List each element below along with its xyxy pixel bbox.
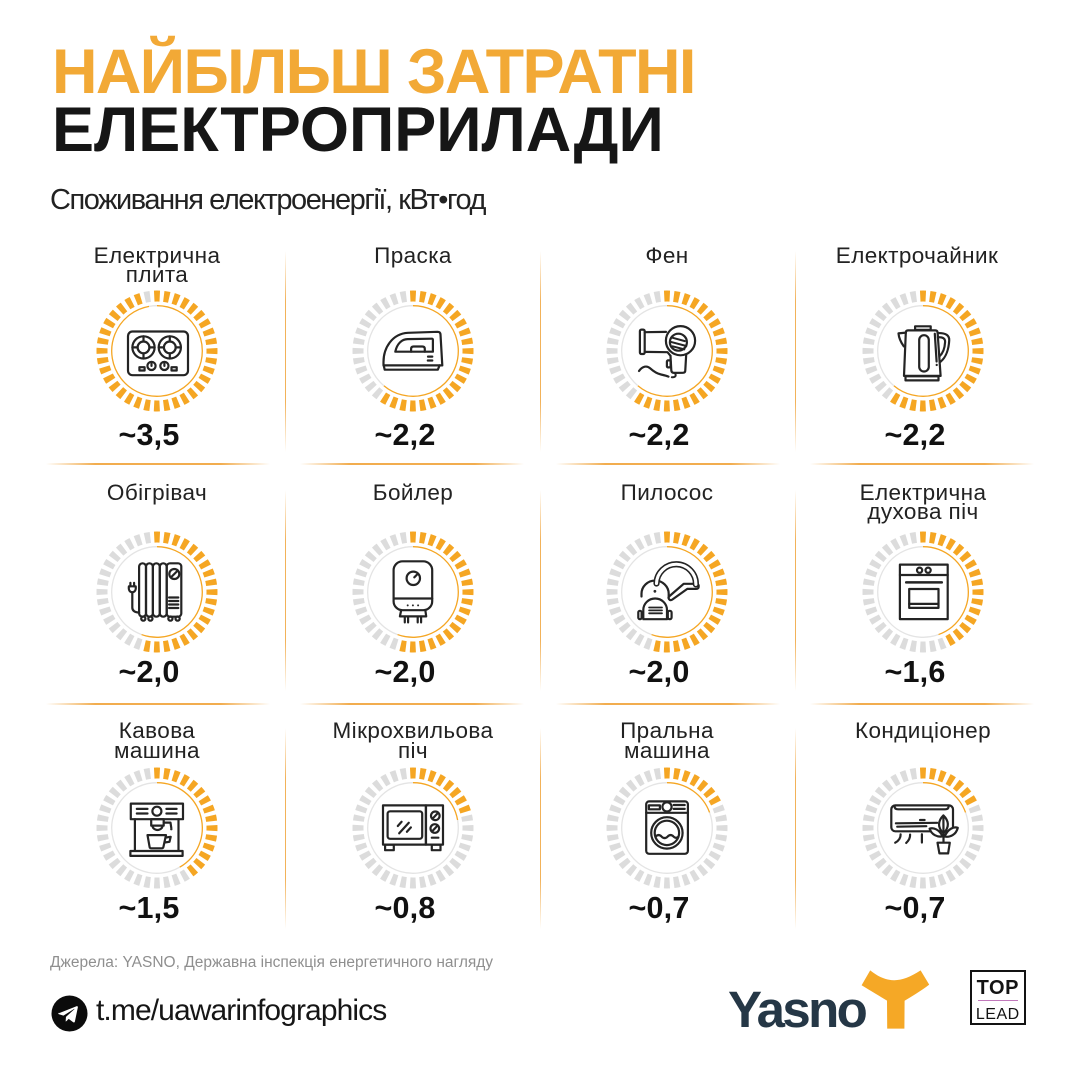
svg-text:Yasno: Yasno — [728, 981, 867, 1037]
